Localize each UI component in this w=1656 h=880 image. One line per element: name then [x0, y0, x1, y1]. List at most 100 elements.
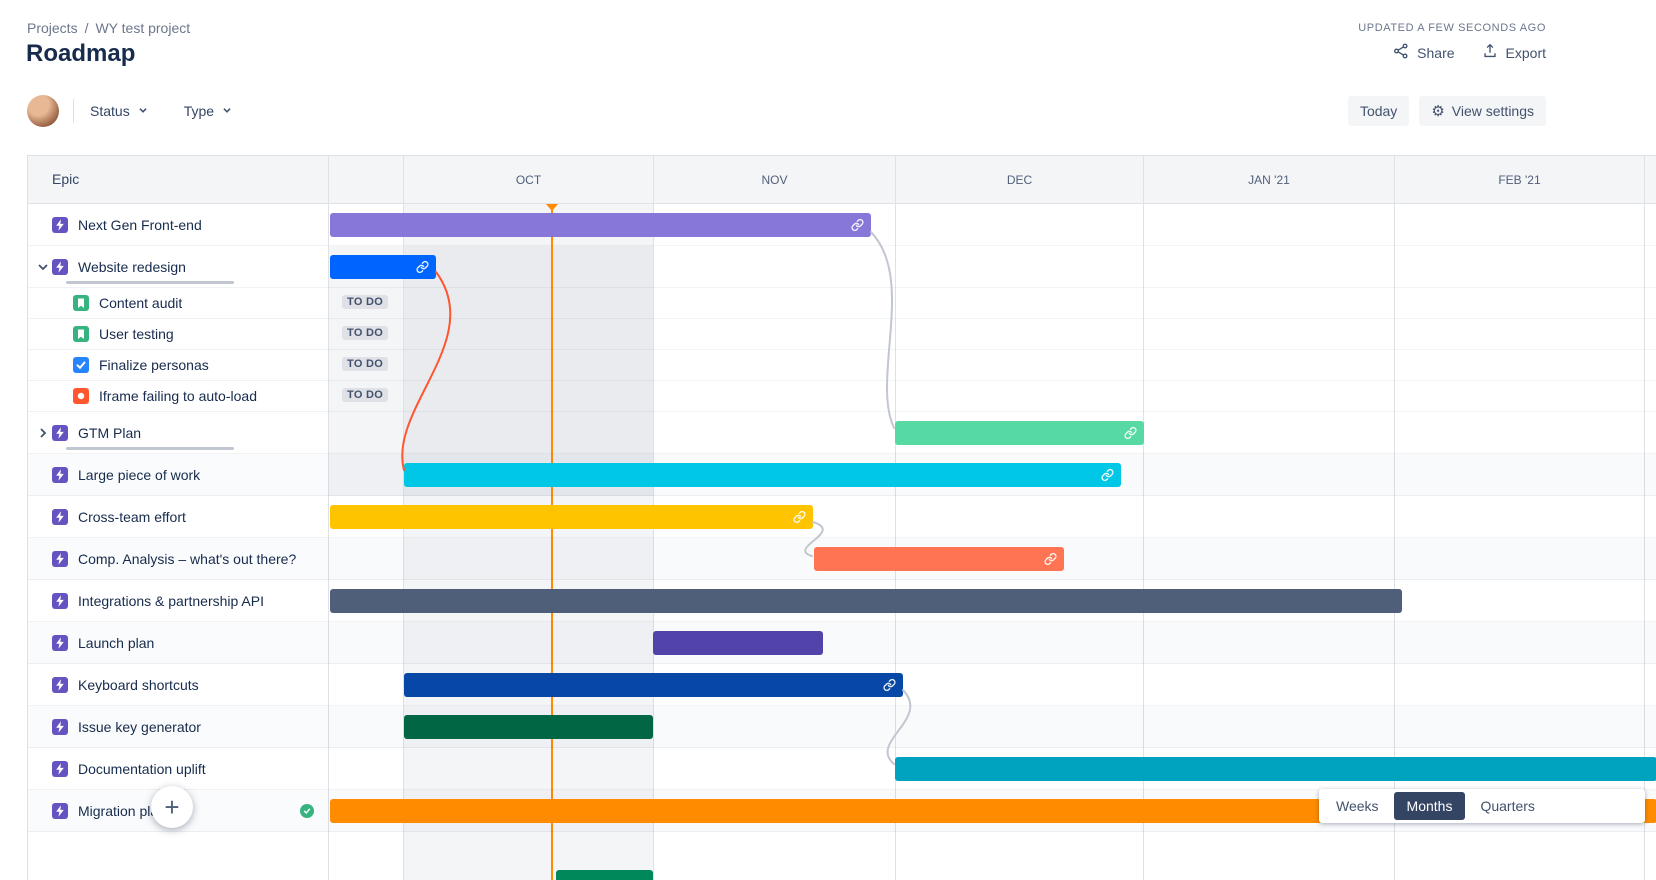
share-button-label: Share	[1417, 44, 1455, 61]
chevron-down-icon	[220, 103, 234, 120]
month-header-row: OCT NOV DEC JAN '21 FEB '21	[328, 156, 1656, 203]
export-icon	[1481, 42, 1499, 63]
epic-row[interactable]	[28, 832, 328, 880]
page-title: Roadmap	[26, 40, 136, 67]
epic-row[interactable]: Documentation uplift	[28, 748, 328, 790]
type-filter-label: Type	[183, 103, 215, 119]
dependency-link-icon	[1101, 468, 1114, 482]
epic-icon	[52, 718, 68, 735]
share-button[interactable]: Share	[1392, 42, 1455, 63]
gantt-bar[interactable]	[404, 463, 1121, 487]
status-badge: TO DO	[342, 295, 389, 309]
export-button[interactable]: Export	[1481, 42, 1546, 63]
zoom-weeks-button[interactable]: Weeks	[1323, 792, 1392, 820]
gantt-bar[interactable]	[404, 715, 653, 739]
gantt-bar[interactable]	[653, 631, 823, 655]
month-header-oct: OCT	[403, 156, 653, 203]
timeline-row	[328, 748, 1656, 790]
epic-row[interactable]: Issue key generator	[28, 706, 328, 748]
epic-icon	[52, 634, 68, 651]
epic-name: Documentation uplift	[78, 760, 206, 777]
timeline-row: TO DO	[328, 319, 1656, 350]
view-settings-label: View settings	[1451, 103, 1534, 119]
month-gridline	[895, 204, 896, 880]
divider	[73, 99, 74, 123]
released-check-icon	[300, 804, 314, 818]
epic-name: Launch plan	[78, 634, 155, 651]
roadmap-table: Epic OCT NOV DEC JAN '21 FEB '21 Next Ge…	[27, 155, 1656, 880]
issue-row[interactable]: Iframe failing to auto-load	[28, 381, 328, 412]
issue-row[interactable]: User testing	[28, 319, 328, 350]
epic-row[interactable]: Website redesign	[28, 246, 328, 288]
status-filter-label: Status	[90, 103, 130, 119]
gantt-bar[interactable]	[330, 589, 1402, 613]
epic-name: Integrations & partnership API	[78, 592, 264, 609]
gantt-bar[interactable]	[330, 213, 871, 237]
timeline-row	[328, 832, 1656, 880]
timeline-row	[328, 538, 1656, 580]
chevron-right-icon[interactable]	[35, 425, 51, 441]
epic-column-header: Epic	[52, 171, 80, 187]
epic-row[interactable]: Comp. Analysis – what's out there?	[28, 538, 328, 580]
story-icon	[73, 326, 89, 342]
epic-row[interactable]: GTM Plan	[28, 412, 328, 454]
epic-icon	[52, 550, 68, 567]
breadcrumb-project-link[interactable]: WY test project	[95, 20, 191, 36]
issue-name: Content audit	[99, 295, 183, 311]
issue-name: Finalize personas	[99, 357, 209, 373]
epic-icon	[52, 802, 68, 819]
month-header-fill	[1644, 156, 1656, 203]
epic-icon	[52, 216, 68, 233]
zoom-months-button[interactable]: Months	[1393, 792, 1466, 820]
today-button[interactable]: Today	[1347, 96, 1410, 126]
epic-name: Large piece of work	[78, 466, 201, 483]
month-gridline	[1143, 204, 1144, 880]
gantt-bar[interactable]	[330, 505, 813, 529]
timeline-row	[328, 622, 1656, 664]
header-actions: Share Export	[1392, 42, 1546, 63]
issue-row[interactable]: Finalize personas	[28, 350, 328, 381]
type-filter-dropdown[interactable]: Type	[184, 103, 234, 120]
epic-row[interactable]: Next Gen Front-end	[28, 204, 328, 246]
status-filter-dropdown[interactable]: Status	[90, 103, 150, 120]
gantt-bar[interactable]	[330, 255, 436, 279]
view-settings-button[interactable]: ⚙ View settings	[1419, 96, 1546, 126]
add-epic-button[interactable]: +	[151, 786, 193, 828]
month-gridline	[403, 204, 404, 880]
bug-icon	[73, 388, 89, 404]
epic-row[interactable]: Keyboard shortcuts	[28, 664, 328, 706]
epic-name: Comp. Analysis – what's out there?	[78, 550, 297, 567]
chevron-down-icon[interactable]	[35, 259, 51, 275]
gantt-bar[interactable]	[556, 870, 653, 880]
month-header-feb: FEB '21	[1394, 156, 1644, 203]
timeline-row	[328, 204, 1656, 246]
breadcrumb-separator: /	[84, 20, 89, 36]
breadcrumb-projects-link[interactable]: Projects	[27, 20, 78, 36]
breadcrumb: Projects / WY test project	[27, 20, 190, 36]
issue-name: User testing	[99, 326, 174, 342]
gantt-bar[interactable]	[895, 757, 1656, 781]
dependency-link-icon	[851, 218, 864, 232]
epic-row[interactable]: Launch plan	[28, 622, 328, 664]
avatar[interactable]	[27, 95, 59, 127]
epic-icon	[52, 424, 68, 441]
epic-row[interactable]: Integrations & partnership API	[28, 580, 328, 622]
timeline-row	[328, 246, 1656, 288]
gantt-bar[interactable]	[404, 673, 903, 697]
epic-row[interactable]: Large piece of work	[28, 454, 328, 496]
sprint-shading-band	[328, 246, 653, 496]
issue-row[interactable]: Content audit	[28, 288, 328, 319]
today-marker-icon	[546, 204, 558, 211]
zoom-level-toggle: Weeks Months Quarters	[1319, 789, 1645, 823]
dependency-link-icon	[416, 260, 429, 274]
month-gridline	[653, 204, 654, 880]
zoom-quarters-button[interactable]: Quarters	[1467, 792, 1547, 820]
gantt-bar[interactable]	[895, 421, 1144, 445]
timeline-row: TO DO	[328, 350, 1656, 381]
timeline-row	[328, 454, 1656, 496]
epic-row[interactable]: Cross-team effort	[28, 496, 328, 538]
timeline-row	[328, 496, 1656, 538]
task-icon	[73, 357, 89, 373]
gantt-bar[interactable]	[814, 547, 1064, 571]
